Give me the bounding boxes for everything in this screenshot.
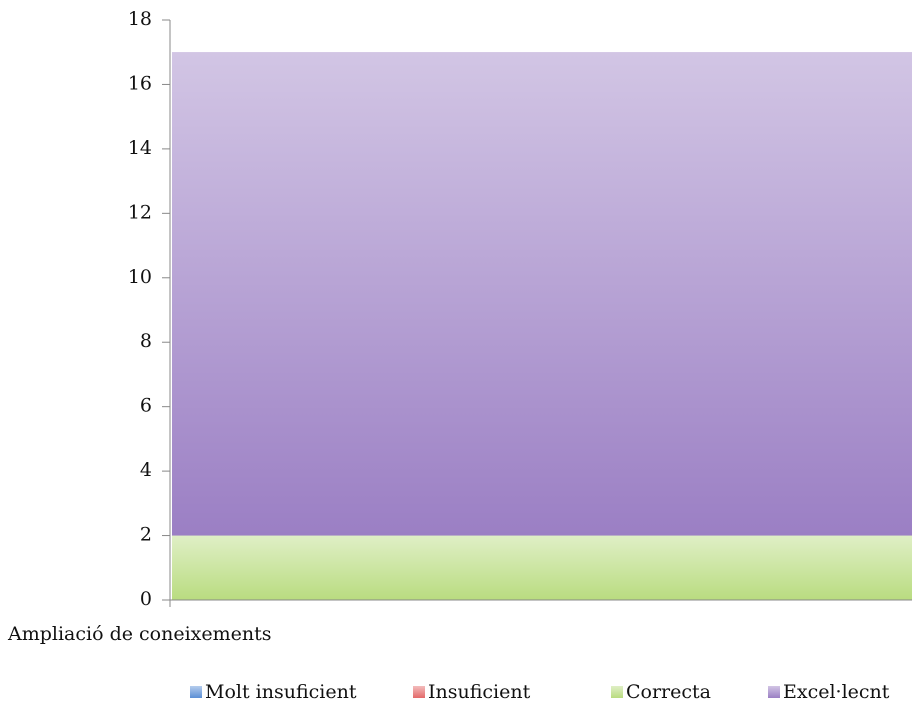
y-tick-label: 6: [140, 395, 152, 417]
legend-label: Molt insuficient: [205, 681, 357, 703]
legend-label: Correcta: [626, 681, 711, 703]
x-tick-label: Ampliació de coneixements: [7, 623, 272, 645]
y-tick-label: 8: [140, 330, 152, 352]
y-tick-label: 2: [140, 524, 152, 546]
legend-swatch-shine: [190, 686, 202, 698]
y-tick-label: 12: [128, 201, 152, 223]
y-tick-label: 14: [128, 137, 152, 159]
y-tick-label: 16: [128, 72, 152, 94]
legend-swatch-shine: [413, 686, 425, 698]
legend-swatch-shine: [611, 686, 623, 698]
legend-swatch-shine: [768, 686, 780, 698]
y-tick-label: 4: [140, 459, 152, 481]
legend-label: Insuficient: [428, 681, 531, 703]
bar-shine: [172, 52, 912, 536]
y-tick-label: 10: [128, 266, 152, 288]
y-tick-label: 0: [140, 588, 152, 610]
y-tick-label: 18: [128, 8, 152, 30]
bar-shine: [172, 535, 912, 600]
legend-label: Excel·lecnt: [783, 681, 890, 703]
